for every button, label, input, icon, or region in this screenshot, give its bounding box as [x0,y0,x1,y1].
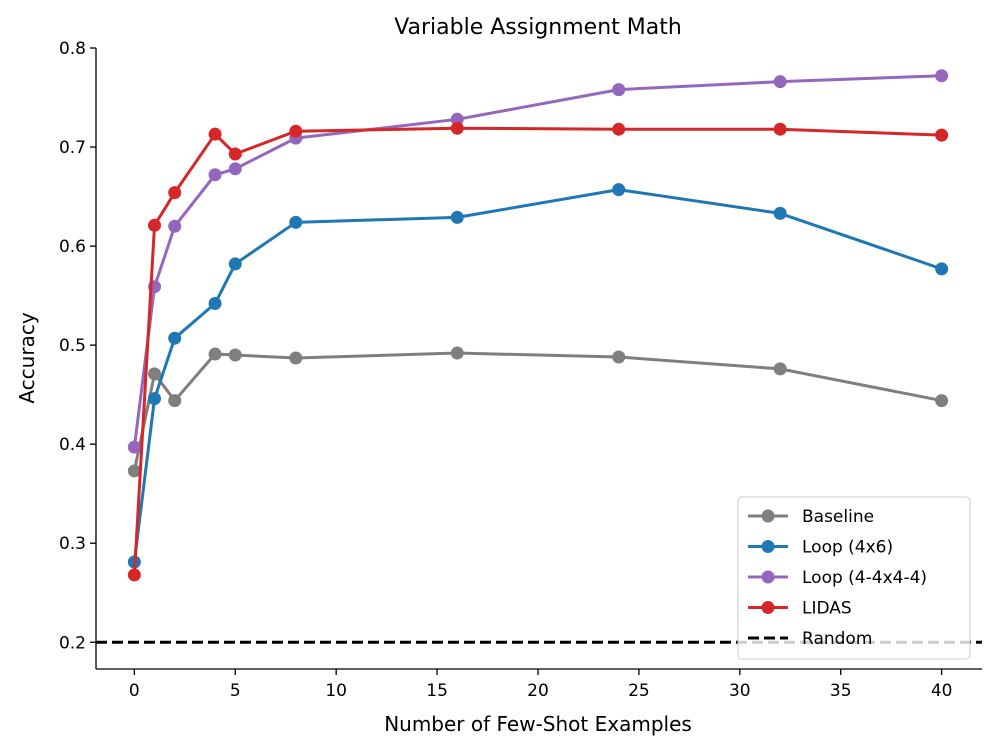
data-point [208,347,222,361]
y-tick-label: 0.3 [59,534,86,554]
data-point [612,83,626,97]
x-tick-label: 5 [230,681,241,701]
data-point [935,394,949,408]
x-tick-label: 35 [830,681,852,701]
data-point [612,350,626,364]
y-tick-label: 0.2 [59,633,86,653]
x-tick-label: 20 [527,681,549,701]
legend-entry-lidas: LIDAS [748,599,852,619]
data-point [168,394,182,408]
data-point [127,568,141,582]
x-tick-label: 10 [325,681,347,701]
data-point [228,162,242,176]
data-point [935,69,949,83]
plot-series [127,69,949,582]
data-point [148,367,162,381]
data-point [450,121,464,135]
x-tick-label: 40 [931,681,953,701]
data-point [208,127,222,141]
data-point [773,75,787,89]
data-point [773,362,787,376]
data-point [450,112,464,126]
data-point [228,147,242,161]
legend-marker [761,570,775,584]
legend-label: Random [802,629,872,649]
series-baseline [127,346,949,478]
series-lidas [127,121,949,582]
legend-entry-loop-4x6: Loop (4x6) [748,538,893,558]
data-point [935,128,949,142]
x-tick-label: 0 [129,681,140,701]
data-point [148,218,162,232]
series-line-baseline [132,351,944,473]
legend-marker [761,509,775,523]
y-tick-label: 0.5 [59,336,86,356]
legend-label: Baseline [802,507,874,527]
y-tick-label: 0.6 [59,237,86,257]
data-point [127,440,141,454]
data-point [168,219,182,233]
data-point [450,210,464,224]
x-tick-label: 30 [729,681,751,701]
legend-label: Loop (4x6) [802,538,893,558]
data-point [450,346,464,360]
legend-label: LIDAS [802,599,852,619]
data-point [228,348,242,362]
data-point [773,206,787,220]
y-tick-label: 0.7 [59,138,86,158]
legend-entry-baseline: Baseline [748,507,874,527]
y-tick-label: 0.8 [59,39,86,59]
series-line-loop-4-4x4-4 [132,74,944,449]
legend-label: Loop (4-4x4-4) [802,568,927,588]
data-point [228,257,242,271]
y-axis: 0.2 0.3 0.4 0.5 0.6 0.7 0.8 [59,39,97,669]
x-axis-title: Number of Few-Shot Examples [384,712,692,736]
legend-marker [761,540,775,553]
series-loop-4-4x4-4 [127,69,949,454]
y-tick-label: 0.4 [59,435,86,455]
y-axis-title: Accuracy [15,312,39,403]
data-point [773,122,787,136]
data-point [168,186,182,200]
data-point [148,392,162,406]
data-point [612,122,626,136]
legend: Baseline Loop (4x6) Loop (4-4x4-4) LIDAS Ran… [737,496,971,660]
data-point [127,464,141,478]
data-point [289,215,303,229]
data-point [935,262,949,276]
data-point [208,297,222,311]
x-tick-label: 15 [426,681,448,701]
legend-entry-random: Random [748,629,872,649]
x-axis: 0 5 10 15 20 25 30 35 40 [96,668,982,701]
data-point [208,168,222,182]
legend-box [737,496,971,660]
data-point [612,183,626,197]
series-line-loop-4x6 [132,188,944,564]
chart-title: Variable Assignment Math [394,15,682,40]
x-tick-label: 25 [628,681,650,701]
data-point [168,331,182,345]
legend-marker [761,601,775,614]
series-line-lidas [132,126,944,577]
data-point [289,351,303,365]
data-point [289,124,303,138]
legend-entry-loop-4-4x4-4: Loop (4-4x4-4) [748,568,927,588]
